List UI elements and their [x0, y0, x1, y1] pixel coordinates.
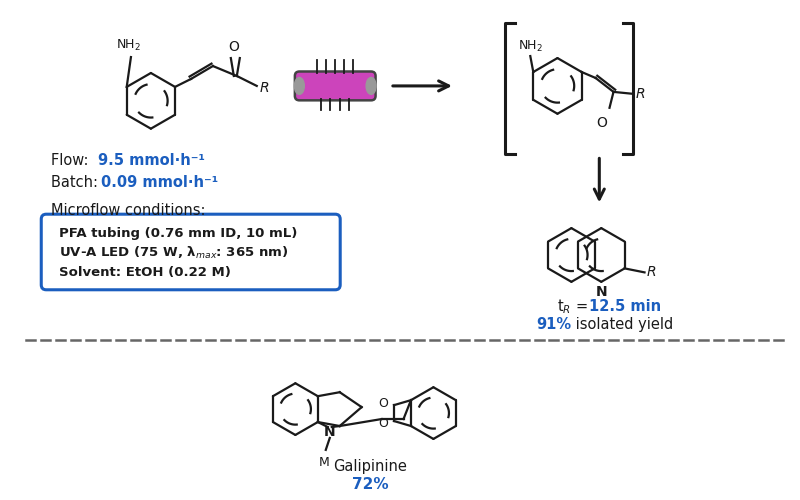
Text: 0.09 mmol·h⁻¹: 0.09 mmol·h⁻¹ — [101, 175, 218, 190]
Text: Microflow conditions:: Microflow conditions: — [51, 202, 206, 218]
Text: Galipinine: Galipinine — [333, 460, 407, 474]
Ellipse shape — [294, 78, 304, 94]
Text: M: M — [318, 456, 329, 469]
Text: R: R — [646, 266, 656, 280]
FancyBboxPatch shape — [42, 214, 340, 290]
Text: R: R — [635, 87, 645, 101]
Text: Batch:: Batch: — [51, 175, 103, 190]
Text: 91%: 91% — [536, 317, 571, 332]
Ellipse shape — [366, 78, 376, 94]
Text: Flow:: Flow: — [51, 153, 94, 168]
Text: N: N — [595, 285, 607, 299]
Text: N: N — [324, 425, 335, 439]
Text: O: O — [596, 116, 607, 130]
Text: O: O — [378, 416, 388, 430]
Text: NH$_2$: NH$_2$ — [518, 39, 542, 54]
Text: t$_{R}$ =: t$_{R}$ = — [557, 298, 590, 316]
Text: 9.5 mmol·h⁻¹: 9.5 mmol·h⁻¹ — [98, 153, 205, 168]
Text: UV-A LED (75 W, λ$_{max}$: 365 nm): UV-A LED (75 W, λ$_{max}$: 365 nm) — [59, 245, 289, 261]
Text: Solvent: EtOH (0.22 M): Solvent: EtOH (0.22 M) — [59, 266, 231, 280]
Text: O: O — [378, 396, 388, 409]
Text: NH$_2$: NH$_2$ — [117, 38, 142, 53]
Text: PFA tubing (0.76 mm ID, 10 mL): PFA tubing (0.76 mm ID, 10 mL) — [59, 226, 298, 239]
Text: R: R — [260, 81, 270, 95]
Text: O: O — [228, 40, 239, 54]
Text: 72%: 72% — [352, 477, 389, 492]
Text: isolated yield: isolated yield — [571, 317, 674, 332]
FancyBboxPatch shape — [295, 72, 375, 101]
Text: 12.5 min: 12.5 min — [590, 299, 662, 314]
